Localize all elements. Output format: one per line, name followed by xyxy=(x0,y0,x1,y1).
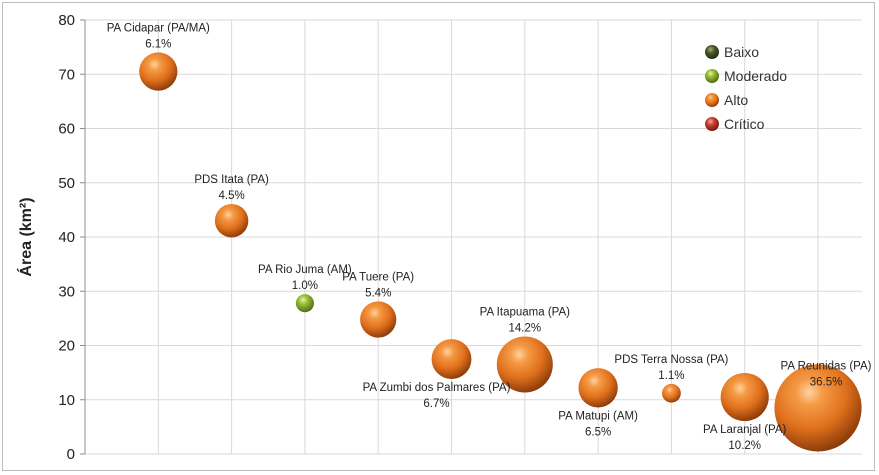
bubble-name-label: PA Tuere (PA) xyxy=(342,271,414,283)
bubble-name-label: PA Itapuama (PA) xyxy=(480,306,571,318)
legend-label-baixo: Baixo xyxy=(724,44,759,60)
bubble-pa-laranjal-pa xyxy=(720,372,769,422)
legend-marker-baixo xyxy=(705,45,719,59)
bubble-percent-label: 6.1% xyxy=(145,38,171,50)
bubble-name-label: PA Matupi (AM) xyxy=(558,410,638,422)
grid xyxy=(84,19,862,455)
bubble-percent-label: 1.0% xyxy=(292,280,318,292)
y-tick-label: 50 xyxy=(58,175,75,192)
bubble-pa-cidapar-pa-ma xyxy=(139,52,178,91)
bubble-percent-label: 36.5% xyxy=(810,376,843,388)
bubble-percent-label: 10.2% xyxy=(728,440,761,452)
bubble-percent-label: 1.1% xyxy=(658,370,684,382)
bubble-pa-itapuama-pa xyxy=(496,336,553,393)
bubble-name-label: PA Reunidas (PA) xyxy=(781,360,872,372)
bubble-pds-itata-pa xyxy=(214,203,249,238)
bubble-percent-label: 5.4% xyxy=(365,287,391,299)
legend-marker-critico xyxy=(705,117,719,131)
bubble-name-label: PDS Terra Nossa (PA) xyxy=(614,354,728,366)
legend: Baixo Moderado Alto Crítico xyxy=(705,44,787,132)
y-axis: 0 10 20 30 40 50 60 70 80 xyxy=(58,12,85,463)
y-tick-label: 40 xyxy=(58,229,75,246)
y-tick-label: 60 xyxy=(58,121,75,138)
y-tick-label: 0 xyxy=(67,446,75,463)
bubble-pa-rio-juma-am xyxy=(295,294,314,313)
bubble-pa-reunidas-pa xyxy=(774,364,862,452)
legend-marker-alto xyxy=(705,93,719,107)
bubble-percent-label: 6.5% xyxy=(585,426,611,438)
legend-label-alto: Alto xyxy=(724,92,748,108)
bubble-percent-label: 6.7% xyxy=(423,398,449,410)
y-tick-label: 10 xyxy=(58,392,75,409)
legend-marker-moderado xyxy=(705,69,719,83)
y-tick-label: 70 xyxy=(58,66,75,83)
legend-label-moderado: Moderado xyxy=(724,68,787,84)
y-tick-label: 80 xyxy=(58,12,75,29)
bubble-name-label: PA Zumbi dos Palmares (PA) xyxy=(363,382,511,394)
y-tick-label: 30 xyxy=(58,283,75,300)
bubble-pa-zumbi-dos-palmares-pa xyxy=(431,339,472,379)
bubble-pds-terra-nossa-pa xyxy=(662,383,681,403)
bubble-percent-label: 4.5% xyxy=(218,190,244,202)
legend-label-critico: Crítico xyxy=(724,116,765,132)
bubble-name-label: PA Laranjal (PA) xyxy=(703,424,786,436)
bubble-name-label: PDS Itata (PA) xyxy=(194,174,269,186)
bubbles xyxy=(139,52,862,452)
y-tick-label: 20 xyxy=(58,338,75,355)
bubble-labels: PA Cidapar (PA/MA) 6.1% PDS Itata (PA) 4.5%… xyxy=(107,22,872,452)
y-axis-label: Área (km²) xyxy=(16,197,35,276)
bubble-percent-label: 14.2% xyxy=(509,322,542,334)
bubble-pa-tuere-pa xyxy=(360,301,397,338)
bubble-name-label: PA Rio Juma (AM) xyxy=(258,264,352,276)
bubble-name-label: PA Cidapar (PA/MA) xyxy=(107,22,210,34)
bubble-pa-matupi-am xyxy=(578,368,618,408)
